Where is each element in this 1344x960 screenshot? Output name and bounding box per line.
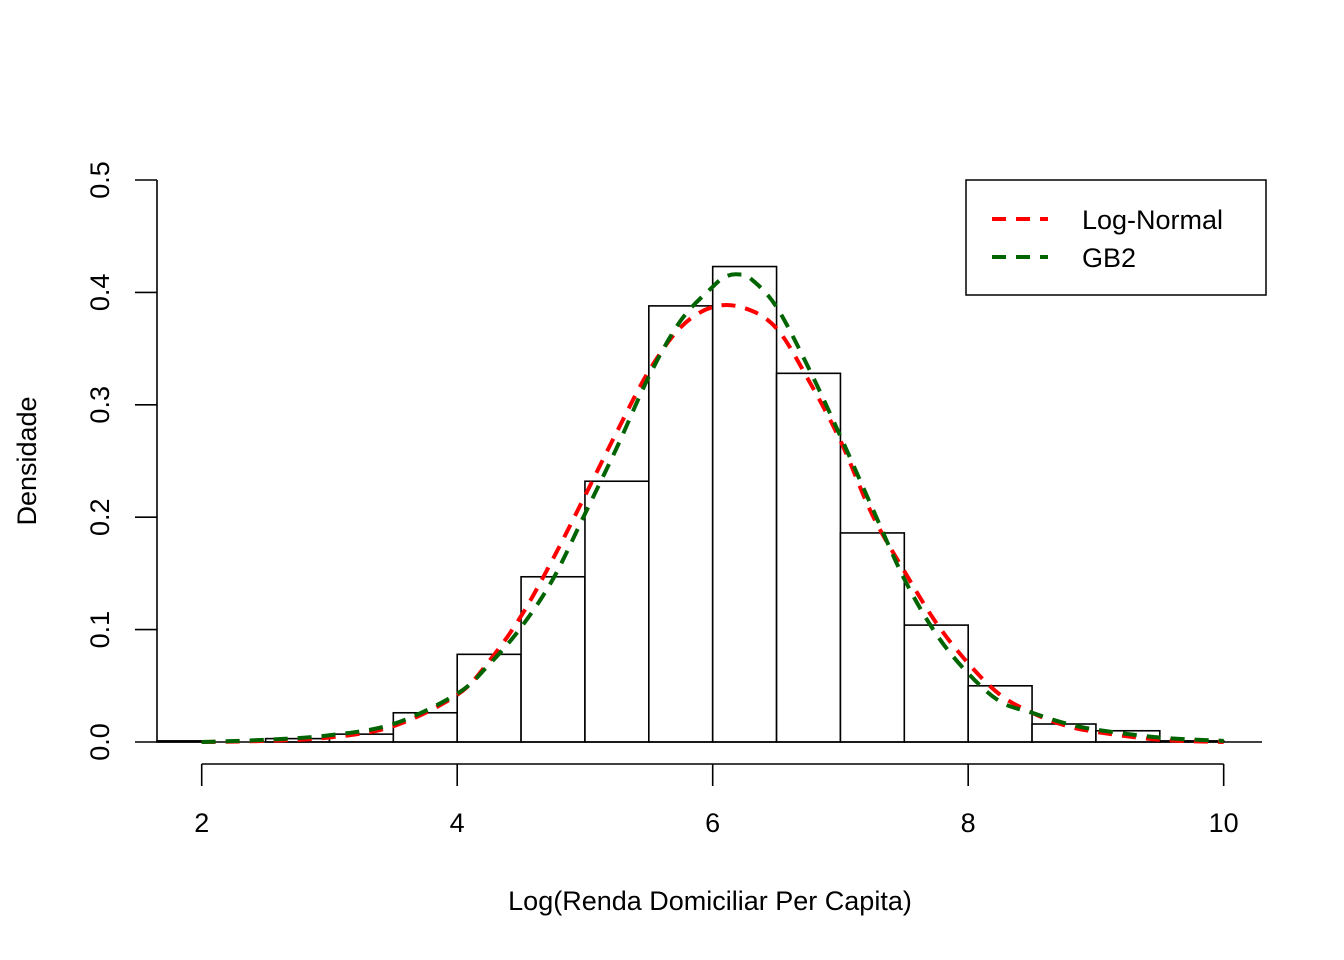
histogram-bar: [328, 733, 395, 743]
histogram-bar: [584, 480, 650, 743]
histogram-bars: [156, 265, 1262, 743]
histogram-bar: [839, 532, 906, 743]
histogram-bar: [456, 653, 522, 743]
x-axis: 2 4 6 8 10: [194, 763, 1239, 838]
density-curves: [201, 272, 1224, 744]
x-tick-label: 10: [1209, 808, 1239, 838]
histogram-bar: [775, 372, 842, 743]
y-tick-label: 0.5: [85, 161, 115, 199]
y-tick-label: 0.2: [85, 498, 115, 536]
histogram-bar: [711, 265, 778, 743]
density-curve-gb2: [201, 272, 1224, 744]
x-tick-label: 2: [194, 808, 209, 838]
legend-box: [965, 179, 1267, 296]
legend-label: GB2: [1082, 243, 1136, 273]
histogram-bar: [648, 305, 714, 743]
histogram-bar: [520, 575, 586, 743]
y-axis: 0.0 0.1 0.2 0.3 0.4 0.5: [85, 161, 158, 761]
histogram-bar: [392, 711, 459, 743]
y-tick-label: 0.1: [85, 611, 115, 649]
x-tick-label: 6: [705, 808, 720, 838]
y-tick-label: 0.4: [85, 274, 115, 312]
y-tick-label: 0.0: [85, 723, 115, 761]
x-axis-title: Log(Renda Domiciliar Per Capita): [508, 886, 912, 916]
histogram-bar: [903, 624, 969, 743]
y-axis-title: Densidade: [12, 396, 42, 525]
chart-legend: Log-Normal GB2: [965, 179, 1267, 296]
x-tick-label: 8: [961, 808, 976, 838]
legend-label: Log-Normal: [1082, 205, 1223, 235]
x-tick-label: 4: [450, 808, 465, 838]
y-tick-label: 0.3: [85, 386, 115, 424]
histogram-bar: [967, 684, 1033, 743]
